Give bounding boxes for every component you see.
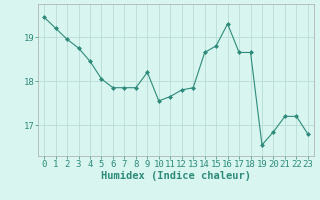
X-axis label: Humidex (Indice chaleur): Humidex (Indice chaleur) bbox=[101, 171, 251, 181]
